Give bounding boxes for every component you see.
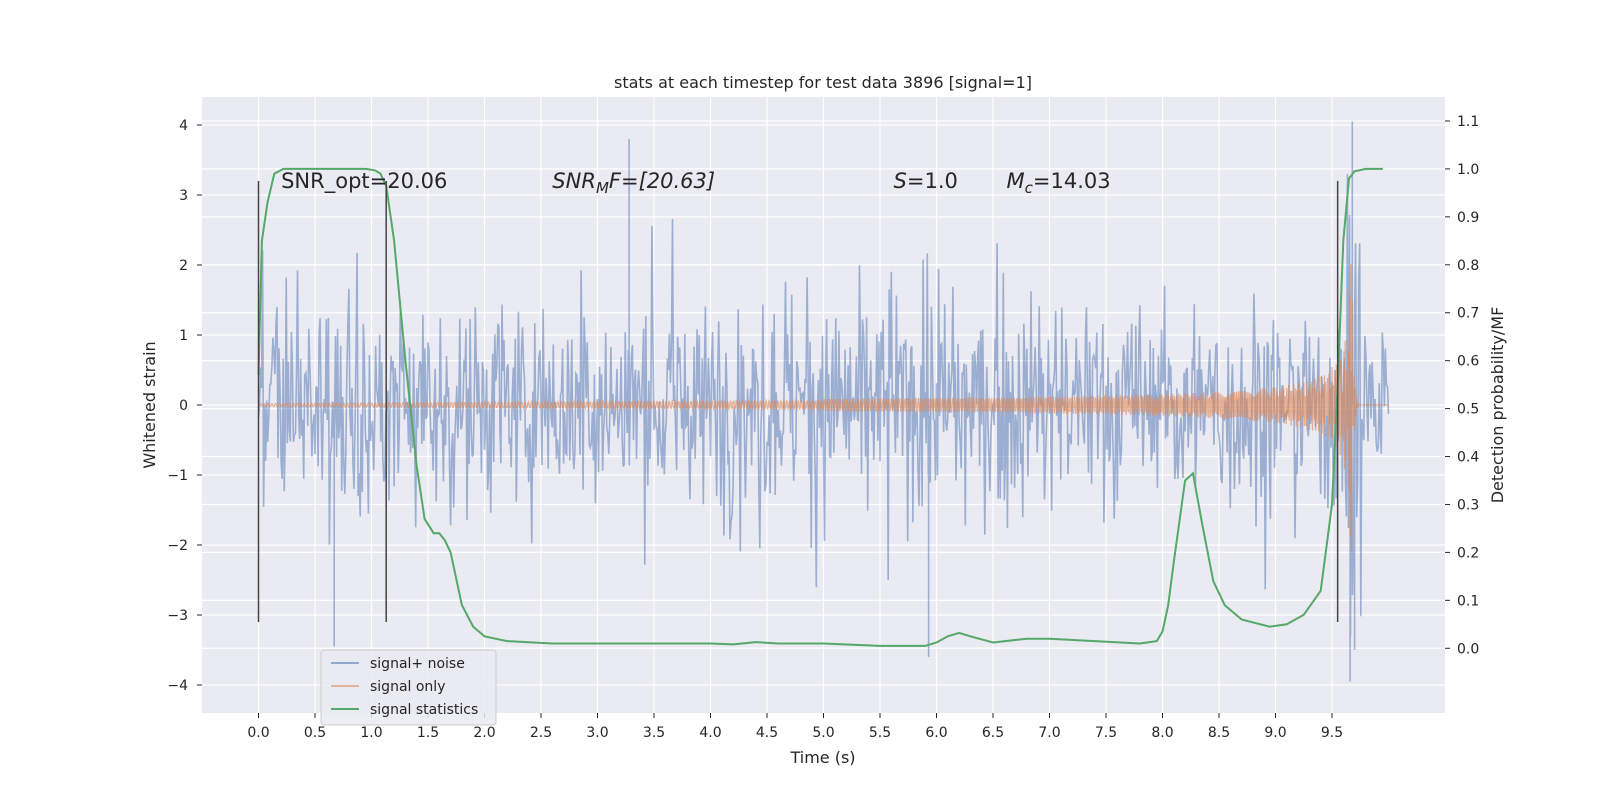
annotation-main: M: [1007, 169, 1025, 193]
y-right-tick-label: 1.0: [1457, 162, 1479, 178]
x-tick-label: 6.0: [925, 725, 947, 741]
y-tick-label: 4: [179, 118, 188, 134]
x-tick-label: 2.5: [530, 725, 552, 741]
legend-label-signal-only: signal only: [370, 679, 445, 695]
annotation-main: S: [894, 169, 907, 193]
y-right-tick-label: 0.5: [1457, 402, 1479, 418]
x-tick-label: 1.5: [417, 725, 439, 741]
y-tick-label: 0: [179, 398, 188, 414]
x-tick-label: 4.5: [756, 725, 778, 741]
y-tick-label: −2: [167, 538, 188, 554]
annotation-value: F=[20.63]: [609, 169, 715, 193]
annotation-value: =1.0: [907, 169, 958, 193]
annotations: SNR_opt=20.06 SNRMF=[20.63] S=1.0 Mc=14.03: [281, 169, 1111, 197]
y-right-tick-label: 0.0: [1457, 641, 1479, 657]
x-tick-label: 0.0: [247, 725, 269, 741]
y-right-tick-label: 0.8: [1457, 258, 1479, 274]
annotation-3: Mc=14.03: [1007, 169, 1111, 197]
annotation-main: SNR: [552, 169, 596, 193]
x-tick-label: 4.0: [699, 725, 721, 741]
legend: signal+ noise signal only signal statist…: [320, 649, 497, 726]
y-right-tick-label: 0.4: [1457, 450, 1479, 466]
legend-label-statistics: signal statistics: [370, 702, 478, 718]
annotation-value: =14.03: [1033, 169, 1111, 193]
y-axis-label-left: Whitened strain: [140, 341, 159, 468]
x-tick-label: 6.5: [982, 725, 1004, 741]
plot-area: [257, 121, 1390, 682]
y-tick-label: −4: [167, 678, 188, 694]
y-tick-label: 3: [179, 188, 188, 204]
annotation-1: SNRMF=[20.63]: [552, 169, 715, 197]
y-right-tick-label: 1.1: [1457, 114, 1479, 130]
annotation-subscript: M: [596, 179, 609, 197]
annotation-0: SNR_opt=20.06: [281, 169, 447, 194]
chart-title: stats at each timestep for test data 389…: [614, 73, 1032, 92]
x-tick-label: 8.5: [1208, 725, 1230, 741]
y-axis-left: 4 3 2 1 0 −1 −2 −3 −4: [167, 118, 202, 694]
x-tick-label: 8.0: [1151, 725, 1173, 741]
x-tick-label: 9.5: [1321, 725, 1343, 741]
y-axis-right: 1.1 1.0 0.9 0.8 0.7 0.6 0.5 0.4 0.3 0.2 0.1 0.0: [1445, 114, 1479, 657]
x-tick-label: 0.5: [304, 725, 326, 741]
annotation-2: S=1.0: [894, 169, 958, 193]
y-tick-label: 2: [179, 258, 188, 274]
x-tick-label: 3.0: [586, 725, 608, 741]
series-signal-noise: [257, 121, 1390, 682]
y-right-tick-label: 0.3: [1457, 497, 1479, 513]
y-right-tick-label: 0.1: [1457, 593, 1479, 609]
legend-label-signal-noise: signal+ noise: [370, 656, 465, 672]
y-tick-label: −1: [167, 468, 188, 484]
x-axis: 0.0 0.5 1.0 1.5 2.0 2.5 3.0 3.5 4.0 4.5 5.0 5.5 6.0 6…: [247, 713, 1343, 741]
x-tick-label: 7.5: [1095, 725, 1117, 741]
series-signal-statistics: [257, 167, 1383, 647]
x-tick-label: 5.5: [869, 725, 891, 741]
series-signal-only: [257, 264, 1389, 552]
y-axis-label-right: Detection probability/MF: [1488, 307, 1507, 504]
x-tick-label: 7.0: [1038, 725, 1060, 741]
y-right-tick-label: 0.6: [1457, 354, 1479, 370]
y-tick-label: −3: [167, 608, 188, 624]
x-tick-label: 5.0: [812, 725, 834, 741]
y-right-tick-label: 0.2: [1457, 545, 1479, 561]
y-right-tick-label: 0.9: [1457, 210, 1479, 226]
y-tick-label: 1: [179, 328, 188, 344]
legend-box: [320, 649, 497, 726]
annotation-subscript: c: [1025, 179, 1034, 197]
annotation-main: SNR_opt=20.06: [281, 169, 447, 194]
x-tick-label: 9.0: [1264, 725, 1286, 741]
y-right-tick-label: 0.7: [1457, 306, 1479, 322]
x-tick-label: 3.5: [643, 725, 665, 741]
x-tick-label: 1.0: [360, 725, 382, 741]
x-tick-label: 2.0: [473, 725, 495, 741]
x-axis-label: Time (s): [789, 748, 855, 767]
